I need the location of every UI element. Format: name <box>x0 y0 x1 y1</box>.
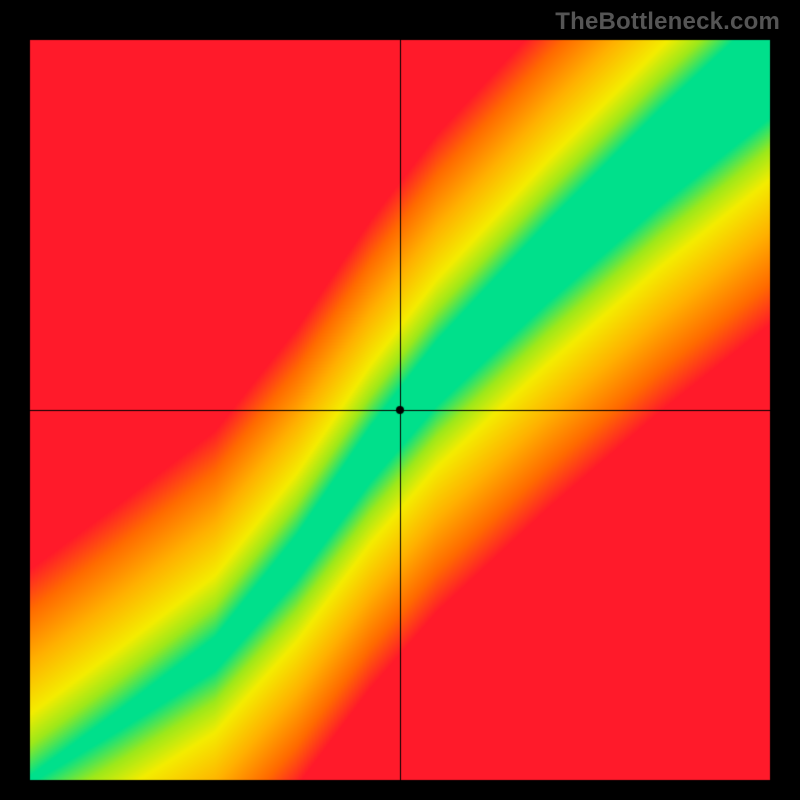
chart-frame: TheBottleneck.com <box>0 0 800 800</box>
watermark-label: TheBottleneck.com <box>555 8 780 36</box>
bottleneck-heatmap <box>0 0 800 800</box>
